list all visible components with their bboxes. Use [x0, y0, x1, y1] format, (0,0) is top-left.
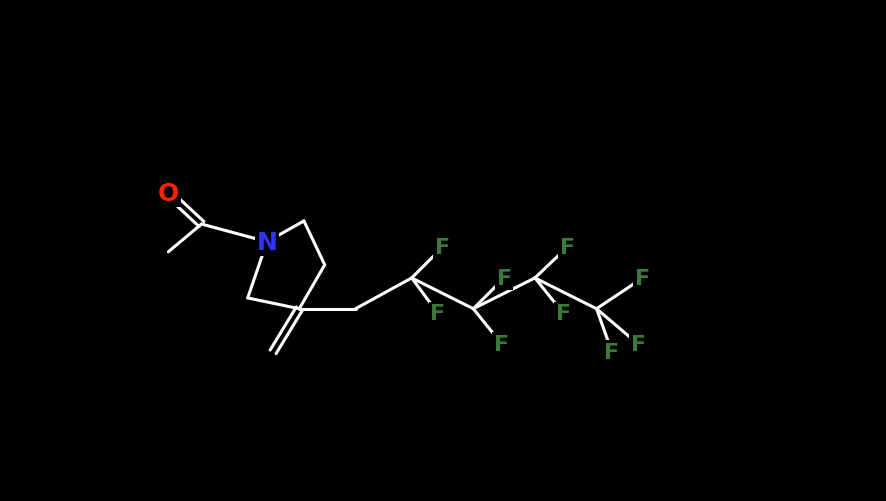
Text: O: O: [158, 182, 179, 206]
Text: F: F: [604, 342, 619, 362]
Text: F: F: [435, 237, 450, 258]
Text: F: F: [494, 335, 509, 354]
Text: F: F: [556, 304, 571, 324]
Text: F: F: [431, 304, 446, 324]
Text: N: N: [257, 230, 277, 254]
Text: F: F: [496, 269, 512, 289]
Text: F: F: [635, 269, 650, 289]
Text: F: F: [560, 237, 575, 258]
Text: F: F: [631, 335, 646, 354]
